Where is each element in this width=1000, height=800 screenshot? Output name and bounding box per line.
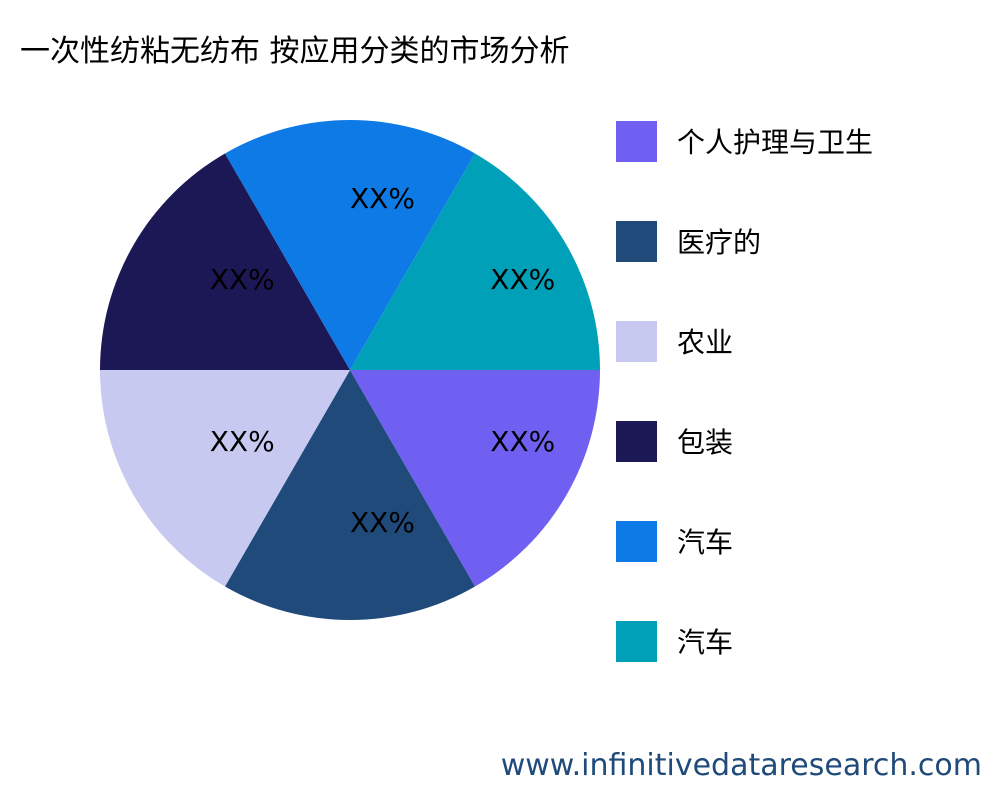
legend-item: 个人护理与卫生 bbox=[616, 120, 873, 162]
slice-data-label: XX% bbox=[350, 506, 415, 539]
chart-title: 一次性纺粘无纺布 按应用分类的市场分析 bbox=[20, 34, 570, 69]
slice-data-label: XX% bbox=[210, 263, 275, 296]
legend-item: 医疗的 bbox=[616, 220, 761, 262]
legend-item: 农业 bbox=[616, 320, 733, 362]
legend-swatch bbox=[616, 620, 657, 662]
legend-label: 个人护理与卫生 bbox=[677, 126, 874, 159]
legend-label: 汽车 bbox=[677, 626, 734, 659]
slice-data-label: XX% bbox=[490, 263, 555, 296]
legend-swatch bbox=[616, 520, 657, 562]
legend-label: 包装 bbox=[677, 426, 734, 459]
legend-swatch bbox=[616, 120, 657, 162]
slice-data-label: XX% bbox=[210, 425, 275, 458]
legend-label: 汽车 bbox=[677, 526, 734, 559]
legend-swatch bbox=[616, 320, 657, 362]
pie-slice bbox=[225, 370, 475, 620]
legend-swatch bbox=[616, 220, 657, 262]
pie-slice bbox=[225, 119, 475, 370]
pie-slice bbox=[100, 370, 350, 587]
legend-label: 医疗的 bbox=[677, 226, 762, 259]
slice-data-label: XX% bbox=[490, 425, 555, 458]
legend-label: 农业 bbox=[677, 326, 734, 359]
pie-slice bbox=[100, 153, 350, 370]
legend-item: 汽车 bbox=[616, 520, 733, 562]
pie-slice bbox=[350, 370, 600, 587]
slice-data-label: XX% bbox=[350, 182, 415, 215]
legend-swatch bbox=[616, 420, 657, 462]
legend-item: 汽车 bbox=[616, 620, 733, 662]
pie-slice bbox=[350, 153, 600, 370]
legend-item: 包装 bbox=[616, 420, 733, 462]
website-footer: www.infinitivedataresearch.com bbox=[500, 748, 982, 783]
